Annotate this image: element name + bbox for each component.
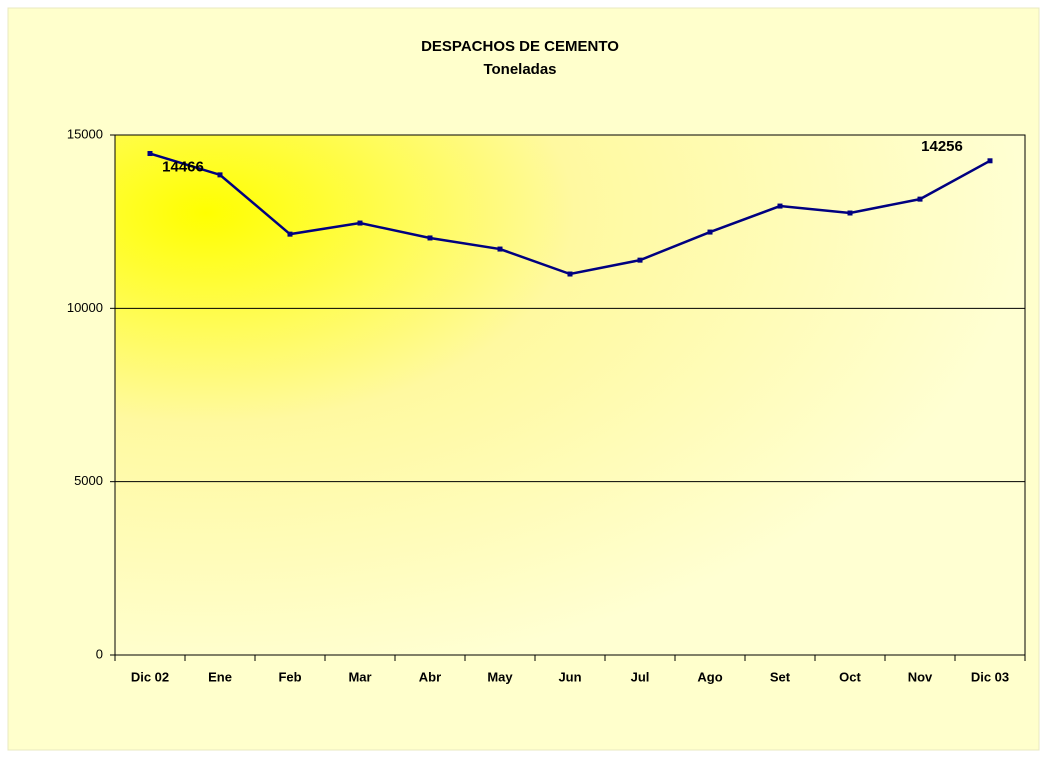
y-tick-label: 15000 <box>67 126 103 141</box>
x-tick-label: Mar <box>348 669 371 684</box>
y-tick-label: 10000 <box>67 300 103 315</box>
data-label: 14256 <box>921 138 963 155</box>
x-tick-label: Dic 02 <box>131 669 169 684</box>
marker <box>567 271 573 277</box>
x-tick-label: Dic 03 <box>971 669 1009 684</box>
x-tick-label: Feb <box>278 669 301 684</box>
marker <box>497 246 503 252</box>
marker <box>637 257 643 263</box>
marker <box>217 172 223 178</box>
marker <box>427 235 433 241</box>
marker <box>987 158 993 164</box>
x-tick-label: Jul <box>631 669 650 684</box>
x-tick-label: Oct <box>839 669 861 684</box>
marker <box>777 203 783 209</box>
x-tick-label: Set <box>770 669 791 684</box>
x-tick-label: Ago <box>697 669 722 684</box>
y-tick-label: 5000 <box>74 473 103 488</box>
marker <box>147 151 153 157</box>
y-tick-label: 0 <box>96 646 103 661</box>
chart-title: DESPACHOS DE CEMENTO <box>421 38 619 55</box>
marker <box>847 210 853 216</box>
x-tick-label: Abr <box>419 669 441 684</box>
x-tick-label: Nov <box>908 669 933 684</box>
marker <box>917 196 923 202</box>
marker <box>287 231 293 237</box>
x-tick-label: Ene <box>208 669 232 684</box>
marker <box>707 229 713 235</box>
plot-area <box>114 134 1026 656</box>
chart-subtitle: Toneladas <box>483 61 556 78</box>
x-tick-label: May <box>487 669 513 684</box>
marker <box>357 220 363 226</box>
x-tick-label: Jun <box>558 669 581 684</box>
data-label: 14466 <box>162 158 204 175</box>
